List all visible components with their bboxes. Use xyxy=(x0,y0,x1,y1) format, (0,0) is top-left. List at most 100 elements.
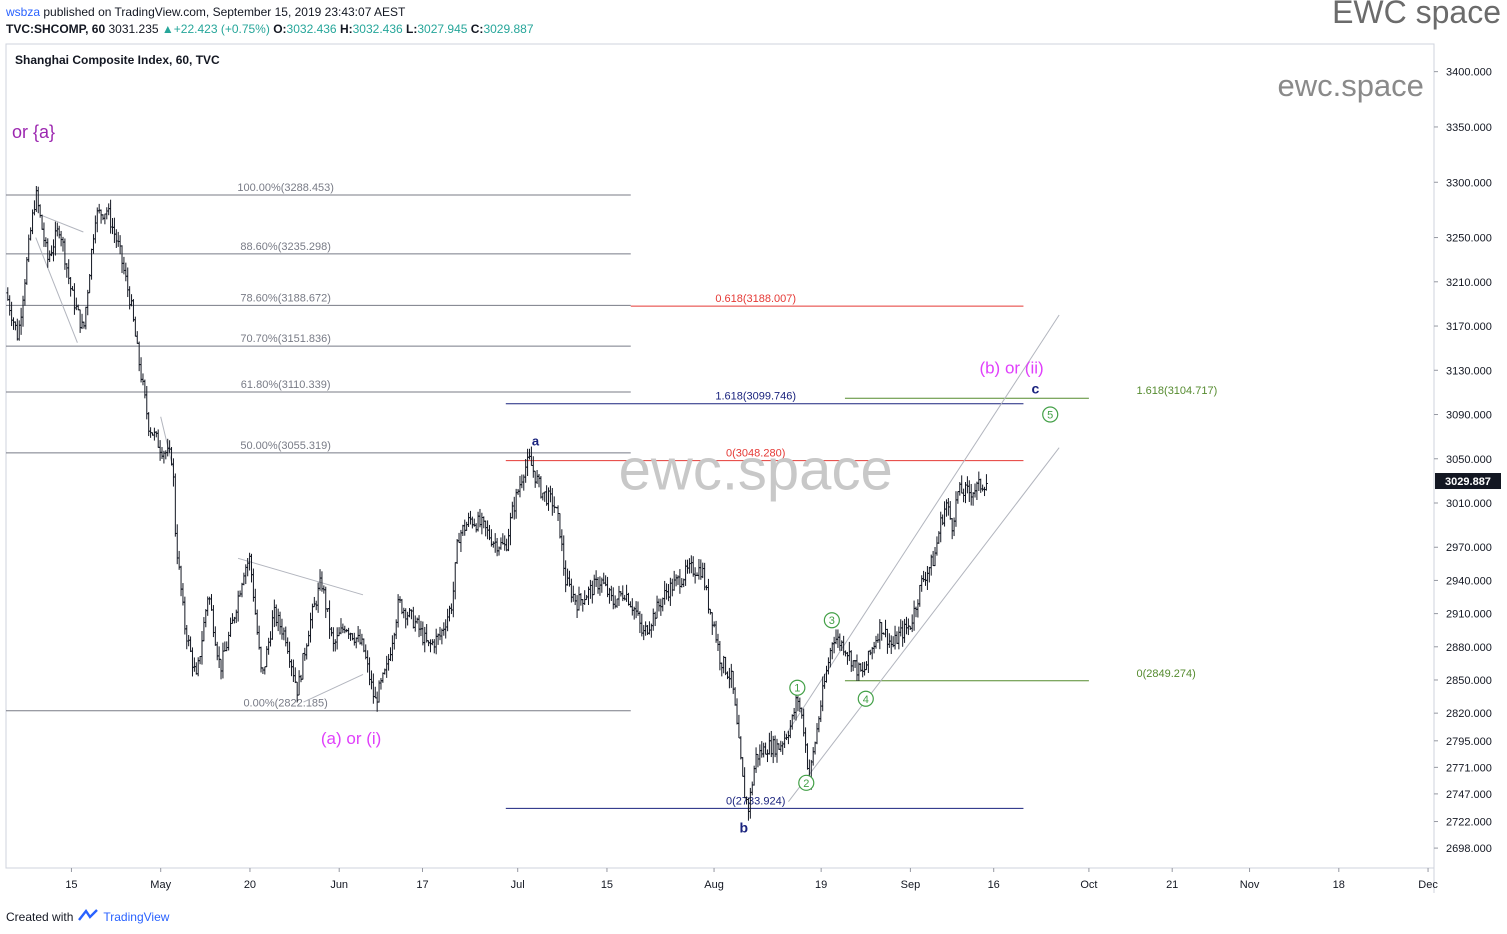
price-tick-label: 2940.000 xyxy=(1446,575,1492,587)
level-label: 1.618(3104.717) xyxy=(1137,385,1218,397)
wave-circle-marker xyxy=(798,774,815,791)
price-tick-label: 3050.000 xyxy=(1446,454,1492,466)
price-tick-label: 2771.000 xyxy=(1446,762,1492,774)
tradingview-logo-icon xyxy=(77,908,99,925)
symbol-label: TVC:SHCOMP, 60 xyxy=(6,22,106,36)
time-tick-label: Oct xyxy=(1080,879,1097,891)
level-label: 78.60%(3188.672) xyxy=(240,292,331,304)
price-tick-label: 3130.000 xyxy=(1446,365,1492,377)
level-label: 61.80%(3110.339) xyxy=(241,379,331,391)
price-tick-label: 3250.000 xyxy=(1446,233,1492,245)
price-tick-label: 2795.000 xyxy=(1446,736,1492,748)
time-tick-label: Aug xyxy=(704,879,724,891)
price-tick-label: 3350.000 xyxy=(1446,122,1492,134)
level-label: 70.70%(3151.836) xyxy=(240,333,331,345)
time-tick-label: Nov xyxy=(1240,879,1260,891)
watermark-text: ewc.space xyxy=(1277,68,1423,103)
close-value: 3029.887 xyxy=(483,22,534,36)
price-tick-label: 2910.000 xyxy=(1446,609,1492,621)
price-tick-label: 2747.000 xyxy=(1446,789,1492,801)
open-value: 3032.436 xyxy=(286,22,337,36)
level-label: 100.00%(3288.453) xyxy=(237,182,334,194)
wave-circle-label: 3 xyxy=(829,615,835,627)
chart-title: Shanghai Composite Index, 60, TVC xyxy=(15,53,220,67)
wave-label: b xyxy=(740,820,749,836)
level-label: 0.00%(2822.185) xyxy=(243,698,327,710)
close-label: C: xyxy=(470,22,484,36)
level-label: 0(2849.274) xyxy=(1137,668,1196,680)
price-tick-label: 2880.000 xyxy=(1446,642,1492,654)
time-tick-label: 18 xyxy=(1333,879,1345,891)
level-label: 0.618(3188.007) xyxy=(715,293,796,305)
time-tick-label: Jun xyxy=(330,879,348,891)
price-tick-label: 3400.000 xyxy=(1446,67,1492,79)
triangle-line xyxy=(41,214,84,233)
wave-label: (a) or (i) xyxy=(321,729,381,748)
price-tick-label: 3010.000 xyxy=(1446,498,1492,510)
price-tick-label: 2970.000 xyxy=(1446,542,1492,554)
time-tick-label: Dec xyxy=(1418,879,1438,891)
time-tick-label: 21 xyxy=(1166,879,1178,891)
change-value: +22.423 (+0.75%) xyxy=(173,22,270,36)
low-value: 3027.945 xyxy=(417,22,468,36)
wave-circle-label: 5 xyxy=(1047,410,1053,422)
time-tick-label: 20 xyxy=(244,879,256,891)
level-label: 88.60%(3235.298) xyxy=(240,241,331,253)
tradingview-link[interactable]: TradingView xyxy=(103,909,170,924)
triangle-line xyxy=(160,416,174,467)
ohlc-bar: TVC:SHCOMP, 60 3031.235 ▲+22.423 (+0.75%… xyxy=(6,22,534,36)
wave-circle-marker xyxy=(823,612,840,629)
channel-line xyxy=(785,314,1060,736)
price-tick-label: 2698.000 xyxy=(1446,843,1492,855)
triangle-line xyxy=(237,557,364,596)
level-label: 50.00%(3055.319) xyxy=(240,440,331,452)
wave-label: c xyxy=(1031,381,1039,397)
open-label: O: xyxy=(273,22,287,36)
footer: Created with TradingView xyxy=(6,908,169,925)
last-price-tag xyxy=(1435,473,1501,490)
high-label: H: xyxy=(339,22,353,36)
time-tick-label: May xyxy=(150,879,171,891)
publish-info: wsbza published on TradingView.com, Sept… xyxy=(6,5,405,19)
watermark-text: ewc.space xyxy=(619,438,893,503)
author-link[interactable]: wsbza xyxy=(6,5,41,19)
time-tick-label: 19 xyxy=(815,879,827,891)
wave-label: (b) or (ii) xyxy=(979,359,1043,378)
channel-line xyxy=(788,447,1060,802)
wave-label: or {a} xyxy=(12,122,55,142)
wave-circle-marker xyxy=(789,679,806,696)
triangle-line xyxy=(303,673,364,703)
footer-created-text: Created with xyxy=(6,909,74,924)
price-tick-label: 3090.000 xyxy=(1446,410,1492,422)
arrow-up-icon: ▲ xyxy=(161,22,174,36)
price-tick-label: 2820.000 xyxy=(1446,708,1492,720)
time-tick-label: 15 xyxy=(65,879,77,891)
price-tick-label: 3170.000 xyxy=(1446,321,1492,333)
wave-circle-label: 4 xyxy=(863,694,869,706)
price-tick-label: 2722.000 xyxy=(1446,817,1492,829)
time-tick-label: 17 xyxy=(416,879,428,891)
price-tick-label: 2850.000 xyxy=(1446,675,1492,687)
low-label: L: xyxy=(406,22,418,36)
wave-label: a xyxy=(532,433,540,448)
last-value: 3031.235 xyxy=(108,22,159,36)
time-tick-label: 15 xyxy=(601,879,613,891)
level-label: 0(2733.924) xyxy=(726,795,785,807)
triangle-line xyxy=(35,237,78,343)
publish-text: published on TradingView.com, September … xyxy=(43,5,406,19)
last-price-label: 3029.887 xyxy=(1445,476,1491,488)
wave-circle-label: 2 xyxy=(803,778,809,790)
time-tick-label: 16 xyxy=(988,879,1000,891)
time-tick-label: Sep xyxy=(901,879,921,891)
price-tick-label: 3210.000 xyxy=(1446,277,1492,289)
wave-circle-label: 1 xyxy=(794,683,800,695)
time-tick-label: Jul xyxy=(511,879,525,891)
level-label: 0(3048.280) xyxy=(726,448,785,460)
level-label: 1.618(3099.746) xyxy=(715,391,796,403)
high-value: 3032.436 xyxy=(352,22,403,36)
brand-watermark: EWC space xyxy=(1332,0,1501,30)
price-tick-label: 3300.000 xyxy=(1446,177,1492,189)
wave-circle-marker xyxy=(857,690,874,707)
wave-circle-marker xyxy=(1042,406,1059,423)
